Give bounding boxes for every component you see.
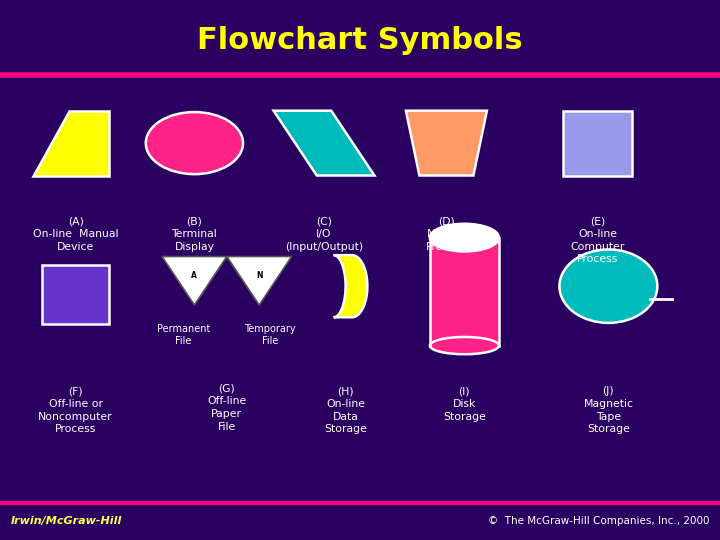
Text: (B)
Terminal
Display: (B) Terminal Display <box>171 216 217 252</box>
Text: (I)
Disk
Storage: (I) Disk Storage <box>443 386 486 422</box>
Polygon shape <box>406 111 487 176</box>
Ellipse shape <box>430 224 499 252</box>
Text: A: A <box>192 272 197 280</box>
Text: Irwin/McGraw-Hill: Irwin/McGraw-Hill <box>11 516 122 525</box>
Polygon shape <box>162 256 227 305</box>
Text: Temporary
File: Temporary File <box>244 324 296 346</box>
Text: (H)
On-line
Data
Storage: (H) On-line Data Storage <box>324 386 367 435</box>
Bar <box>42 265 109 324</box>
Text: (J)
Magnetic
Tape
Storage: (J) Magnetic Tape Storage <box>583 386 634 435</box>
Circle shape <box>559 249 657 323</box>
Bar <box>430 238 499 346</box>
Polygon shape <box>227 256 292 305</box>
Text: (G)
Off-line
Paper
File: (G) Off-line Paper File <box>207 383 246 432</box>
Text: (E)
On-line
Computer
Process: (E) On-line Computer Process <box>570 216 625 265</box>
Text: (F)
Off-line or
Noncomputer
Process: (F) Off-line or Noncomputer Process <box>38 386 113 435</box>
Polygon shape <box>33 111 109 176</box>
Text: ©  The McGraw-Hill Companies, Inc., 2000: © The McGraw-Hill Companies, Inc., 2000 <box>487 516 709 525</box>
Text: N: N <box>256 272 263 280</box>
Ellipse shape <box>145 112 243 174</box>
PathPatch shape <box>333 255 367 317</box>
Ellipse shape <box>435 229 494 248</box>
Text: (A)
On-line  Manual
Device: (A) On-line Manual Device <box>33 216 118 252</box>
Text: Permanent
File: Permanent File <box>157 324 210 346</box>
Text: (C)
I/O
(Input/Output): (C) I/O (Input/Output) <box>285 216 363 252</box>
Text: (D)
Manual
Process: (D) Manual Process <box>426 216 467 252</box>
Text: Flowchart Symbols: Flowchart Symbols <box>197 26 523 55</box>
Polygon shape <box>274 111 374 176</box>
Bar <box>563 111 632 176</box>
Ellipse shape <box>430 337 499 354</box>
